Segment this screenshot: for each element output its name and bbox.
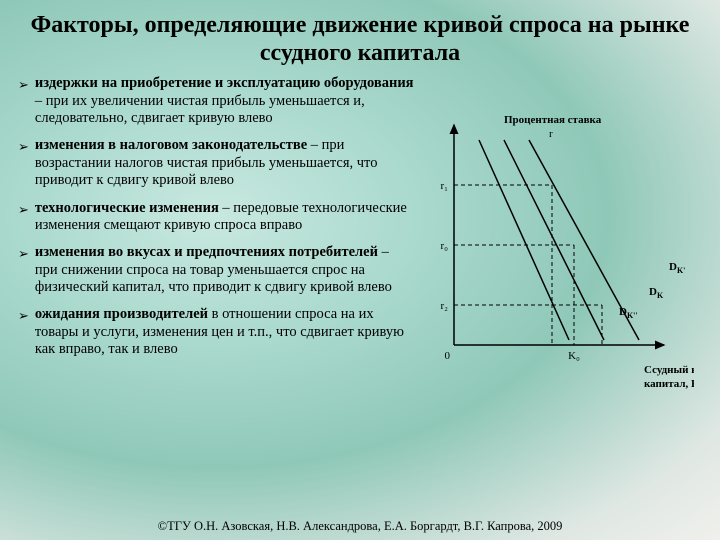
bullet-text: изменения во вкусах и предпочтениях потр… <box>35 244 414 296</box>
svg-text:DK': DK' <box>669 261 685 275</box>
svg-text:K₀: K₀ <box>568 350 580 362</box>
svg-text:DK'': DK'' <box>619 306 638 320</box>
footer-credit: ©ТГУ О.Н. Азовская, Н.В. Александрова, Е… <box>0 519 720 534</box>
list-item: ➢ ожидания производителей в отношении сп… <box>18 306 414 358</box>
bullet-arrow-icon: ➢ <box>18 77 29 127</box>
list-item: ➢ изменения во вкусах и предпочтениях по… <box>18 244 414 296</box>
chart-area: Процентная ставка r Ссудный капитал капитал… <box>414 75 706 400</box>
demand-curve-chart: Процентная ставка r Ссудный капитал капитал… <box>424 115 694 395</box>
content-area: ➢ издержки на приобретение и эксплуатаци… <box>0 75 720 400</box>
bullet-arrow-icon: ➢ <box>18 139 29 189</box>
bullet-text: изменения в налоговом законодательстве –… <box>35 137 414 189</box>
bullet-text: издержки на приобретение и эксплуатацию … <box>35 75 414 127</box>
page-title: Факторы, определяющие движение кривой сп… <box>0 0 720 75</box>
svg-text:r₂: r₂ <box>440 300 448 312</box>
svg-text:0: 0 <box>444 350 450 362</box>
svg-text:DK: DK <box>649 286 664 300</box>
bullet-arrow-icon: ➢ <box>18 246 29 296</box>
bullet-text: технологические изменения – передовые те… <box>35 200 414 235</box>
bullet-arrow-icon: ➢ <box>18 308 29 358</box>
svg-text:капитал, K: капитал, K <box>644 378 694 390</box>
svg-text:r₁: r₁ <box>440 180 448 192</box>
svg-text:Процентная ставка: Процентная ставка <box>504 115 602 126</box>
list-item: ➢ технологические изменения – передовые … <box>18 200 414 235</box>
list-item: ➢ изменения в налоговом законодательстве… <box>18 137 414 189</box>
svg-text:Ссудный капитал: Ссудный капитал <box>644 364 694 376</box>
bullet-text: ожидания производителей в отношении спро… <box>35 306 414 358</box>
bullet-arrow-icon: ➢ <box>18 202 29 235</box>
list-item: ➢ издержки на приобретение и эксплуатаци… <box>18 75 414 127</box>
svg-text:r: r <box>549 128 553 140</box>
bullet-list: ➢ издержки на приобретение и эксплуатаци… <box>18 75 414 400</box>
svg-text:r₀: r₀ <box>440 240 448 252</box>
